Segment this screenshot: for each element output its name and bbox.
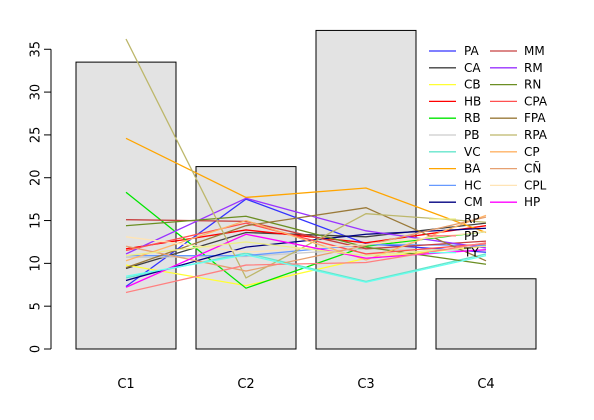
legend-label: HB bbox=[464, 94, 481, 108]
legend-item-ba: BA bbox=[429, 162, 481, 176]
y-tick-label: 5 bbox=[29, 302, 44, 310]
legend-label: RB bbox=[464, 111, 481, 125]
series-line-rn bbox=[125, 215, 487, 265]
legend-item-hb: HB bbox=[429, 94, 481, 108]
legend-item-rm: RM bbox=[490, 61, 543, 75]
legend-label: RM bbox=[524, 61, 543, 75]
legend-label: HC bbox=[464, 178, 481, 192]
legend-item-cp: CP bbox=[490, 145, 540, 159]
series-line-rm bbox=[125, 197, 487, 255]
legend-label: CPL bbox=[524, 178, 547, 192]
legend-label: PB bbox=[464, 128, 479, 142]
legend-label: CPA bbox=[524, 94, 548, 108]
legend-label: MM bbox=[524, 44, 545, 58]
series-line-cpa bbox=[125, 222, 487, 255]
x-tick-label-c3: C3 bbox=[357, 377, 374, 392]
bar-c3 bbox=[315, 29, 417, 350]
bar-c1 bbox=[75, 61, 177, 350]
legend-label: CB bbox=[464, 78, 481, 92]
legend-label: PP bbox=[464, 229, 478, 243]
y-tick-label: 10 bbox=[29, 255, 44, 272]
legend-label: FPA bbox=[524, 111, 546, 125]
series-lines-group bbox=[125, 38, 487, 294]
legend-label: RN bbox=[524, 78, 541, 92]
legend-label: CM bbox=[464, 195, 483, 209]
legend-item-vc: VC bbox=[429, 145, 481, 159]
legend-label: VC bbox=[464, 145, 481, 159]
legend-item-ty: TY bbox=[429, 246, 479, 260]
bar-c2 bbox=[195, 166, 297, 350]
legend-label: PA bbox=[464, 44, 479, 58]
x-axis: C1 C2 C3 C4 bbox=[117, 377, 494, 392]
y-tick-label: 30 bbox=[29, 84, 44, 101]
series-line-pp bbox=[125, 242, 487, 294]
x-tick-label-c1: C1 bbox=[117, 377, 134, 392]
legend-label: TY bbox=[463, 246, 479, 260]
series-line-hp bbox=[125, 233, 487, 288]
legend-label: HP bbox=[524, 195, 540, 209]
legend-item-pa: PA bbox=[429, 44, 479, 58]
series-line-pb bbox=[125, 248, 487, 259]
x-tick-label-c2: C2 bbox=[237, 377, 254, 392]
legend-label: CÑ bbox=[524, 161, 541, 176]
legend-item-rpa: RPA bbox=[490, 128, 548, 142]
y-tick-label: 15 bbox=[29, 212, 44, 229]
y-tick-label: 20 bbox=[29, 169, 44, 186]
legend-label: RP bbox=[464, 212, 480, 226]
legend-label: RPA bbox=[524, 128, 548, 142]
legend-item-cpl: CPL bbox=[490, 178, 547, 192]
x-tick-label-c4: C4 bbox=[477, 377, 494, 392]
legend-label: CP bbox=[524, 145, 540, 159]
legend-item-hp: HP bbox=[490, 195, 540, 209]
legend-item-ca: CA bbox=[429, 61, 481, 75]
legend-item-mm: MM bbox=[490, 44, 545, 58]
series-line-pa bbox=[125, 198, 487, 288]
legend: PA CA CB HB RB PB VC BA HC CM MM RM RN CPA FPA RPA CP CÑ C… bbox=[429, 44, 548, 260]
y-tick-label: 25 bbox=[29, 127, 44, 144]
legend-label: CA bbox=[464, 61, 481, 75]
legend-item-rp: RP bbox=[429, 212, 480, 226]
legend-item-rb: RB bbox=[429, 111, 481, 125]
legend-item-fpa: FPA bbox=[490, 111, 546, 125]
legend-label: BA bbox=[464, 162, 481, 176]
y-tick-label: 35 bbox=[29, 41, 44, 58]
series-line-ty bbox=[125, 254, 487, 283]
series-line-cn- bbox=[125, 216, 487, 272]
legend-item-cb: CB bbox=[429, 78, 481, 92]
legend-item-rn: RN bbox=[490, 78, 541, 92]
bar-c4 bbox=[435, 278, 537, 350]
series-line-ba bbox=[125, 137, 487, 234]
legend-item-pp: PP bbox=[429, 229, 478, 243]
series-line-fpa bbox=[125, 207, 487, 269]
series-line-rp bbox=[125, 241, 487, 257]
legend-item-hc: HC bbox=[429, 178, 481, 192]
legend-item-pb: PB bbox=[429, 128, 479, 142]
legend-item-cpa: CPA bbox=[490, 94, 548, 108]
y-axis: 0 5 10 15 20 25 30 35 bbox=[29, 41, 52, 353]
y-tick-label: 0 bbox=[29, 345, 44, 353]
legend-item-cm: CM bbox=[429, 195, 483, 209]
legend-item-cn-: CÑ bbox=[490, 161, 541, 176]
